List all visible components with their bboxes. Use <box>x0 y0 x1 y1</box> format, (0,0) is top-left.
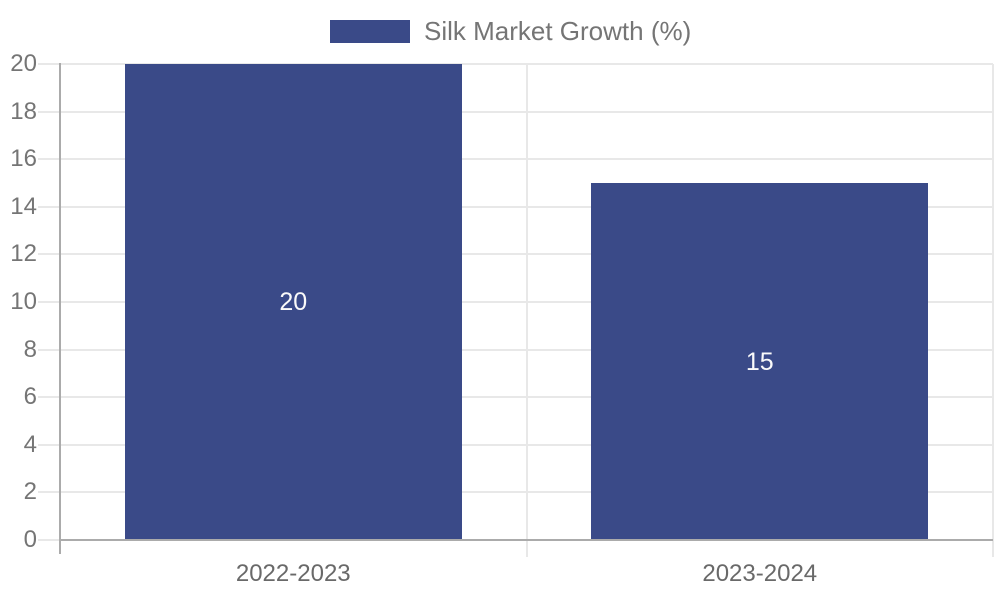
y-tick-label: 14 <box>10 192 37 220</box>
y-tick-label: 18 <box>10 97 37 125</box>
y-tick-mark <box>38 158 60 161</box>
bar-2022-2023 <box>124 64 462 540</box>
bar-value-label: 20 <box>279 288 308 316</box>
y-tick-label: 4 <box>23 430 37 458</box>
y-axis-line <box>59 63 61 554</box>
y-tick-mark <box>38 491 60 494</box>
legend-label: Silk Market Growth (%) <box>424 15 692 46</box>
x-category-label: 2022-2023 <box>235 560 351 587</box>
y-tick-mark <box>38 253 60 256</box>
y-tick-mark <box>38 205 60 208</box>
y-tick-mark <box>38 348 60 351</box>
y-tick-mark <box>38 110 60 113</box>
y-tick-mark <box>38 443 60 446</box>
category-separator-line <box>525 64 528 557</box>
legend: Silk Market Growth (%) <box>330 15 692 46</box>
y-tick-mark <box>38 539 60 541</box>
x-axis-line <box>60 539 993 541</box>
bar-value-label: 15 <box>745 347 774 376</box>
y-tick-label: 16 <box>10 145 37 173</box>
plot-right-border <box>992 64 994 557</box>
y-tick-label: 0 <box>23 526 37 553</box>
y-tick-label: 6 <box>23 383 37 411</box>
y-tick-mark <box>38 301 60 303</box>
y-tick-label: 12 <box>10 240 37 268</box>
legend-swatch <box>330 19 410 43</box>
y-tick-label: 20 <box>10 50 37 77</box>
y-tick-label: 2 <box>23 478 37 506</box>
y-tick-mark <box>38 63 60 65</box>
x-category-label: 2023-2024 <box>702 560 818 587</box>
y-tick-label: 8 <box>23 335 37 363</box>
bar-2023-2024 <box>591 183 929 540</box>
y-tick-label: 10 <box>10 288 37 315</box>
y-tick-mark <box>38 396 60 399</box>
